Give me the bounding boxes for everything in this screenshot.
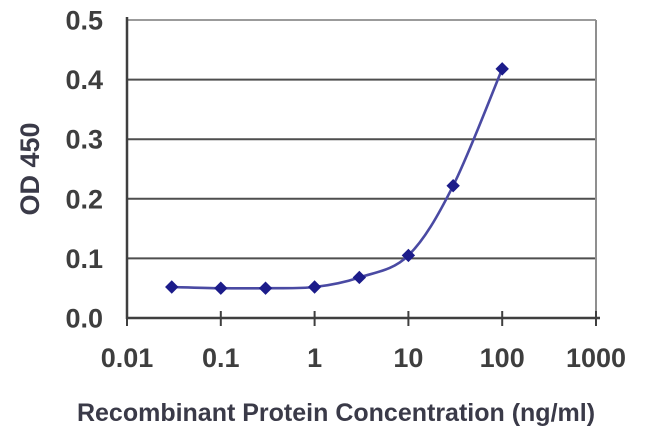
axis-ticks-layer — [126, 311, 597, 326]
plot-frame-layer — [125, 17, 600, 320]
data-point-marker — [495, 62, 509, 76]
x-tick-label: 100 — [480, 343, 525, 373]
data-point-marker — [165, 280, 179, 294]
x-tick-label: 1 — [307, 343, 322, 373]
y-tick-label: 0.3 — [65, 125, 103, 155]
y-tick-label: 0.2 — [65, 184, 103, 214]
data-point-marker — [446, 178, 460, 193]
x-tick-label: 0.01 — [101, 343, 154, 373]
x-tick-label: 0.1 — [202, 343, 240, 373]
tick-labels-layer: 0.0 0.1 0.2 0.3 0.4 0.5 0.01 0.1 1 10 100 1000 — [65, 6, 626, 374]
gridlines-layer — [127, 78, 596, 260]
x-tick-label: 1000 — [566, 343, 626, 373]
data-point-marker — [352, 270, 367, 285]
y-tick-label: 0.0 — [65, 304, 103, 334]
series-curve — [171, 68, 504, 290]
data-point-marker — [258, 281, 273, 295]
data-point-marker — [401, 248, 416, 263]
y-axis-title: OD 450 — [15, 122, 45, 215]
y-tick-label: 0.4 — [65, 65, 103, 95]
x-axis-title: Recombinant Protein Concentration (ng/ml… — [77, 399, 595, 427]
data-point-marker — [214, 281, 228, 295]
data-point-marker — [307, 280, 322, 294]
x-tick-label: 10 — [393, 343, 423, 373]
y-tick-label: 0.1 — [65, 244, 103, 274]
y-tick-label: 0.5 — [65, 6, 103, 36]
data-series-layer — [165, 62, 509, 295]
